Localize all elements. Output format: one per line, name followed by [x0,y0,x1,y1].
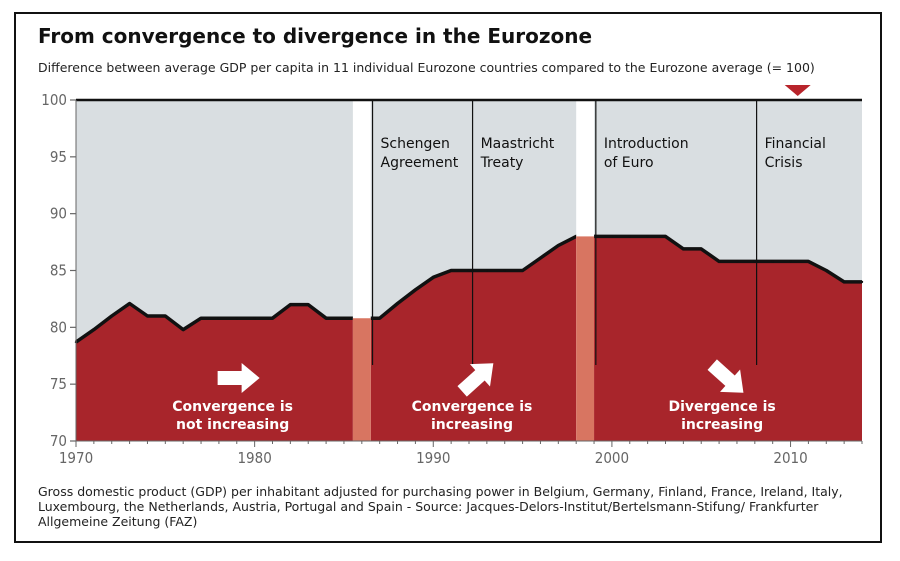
data-point-1979 [235,317,238,320]
data-point-2000 [610,235,614,238]
data-point-1996 [539,256,542,260]
data-point-2002 [646,235,649,238]
event-label-4-2: Crisis [765,155,803,171]
gap-band-1 [352,318,371,441]
data-point-2005 [700,247,703,251]
data-point-2010 [789,260,792,263]
event-label-1-2: Agreement [381,155,459,171]
data-point-1997 [557,244,560,247]
data-point-2006 [717,260,721,263]
phase-labels: Convergence is not increasing Convergence … [172,359,776,433]
y-tick-label-90: 90 [50,205,67,223]
y-tick-label-80: 80 [50,318,67,336]
data-point-2007 [735,260,739,263]
data-point-1987 [378,317,381,320]
event-label-1-1: Schengen [381,136,450,152]
chart-subtitle: Difference between average GDP per capit… [38,60,815,75]
phase-label-3-1: Divergence is [668,399,775,415]
data-point-1983 [307,303,310,306]
x-tick-label-2010: 2010 [773,449,807,467]
data-point-2013 [842,280,846,284]
phase-label-2-1: Convergence is [412,399,533,415]
data-point-2004 [682,247,685,251]
data-point-1971 [92,328,96,331]
data-point-1995 [521,269,524,272]
x-tick-label-1980: 1980 [237,449,271,467]
y-tick-label-100: 100 [41,91,67,109]
gap-band-2 [576,236,595,441]
data-point-1984 [324,317,328,320]
chart-title: From convergence to divergence in the Eu… [38,24,593,48]
data-point-2011 [807,260,810,263]
y-tick-label-95: 95 [50,148,67,166]
data-point-1991 [449,269,453,272]
data-point-1990 [432,276,435,279]
data-point-1992 [467,269,471,272]
marker-triangle [784,85,811,96]
y-tick-label-70: 70 [50,432,67,450]
x-tick-label-1990: 1990 [416,449,450,467]
data-point-1985 [342,317,346,320]
data-point-1980 [253,317,256,320]
phase-arrow-2 [457,363,494,397]
data-point-1989 [414,288,417,291]
data-point-1975 [164,314,167,318]
x-tick-label-1970: 1970 [59,449,93,467]
data-point-1976 [182,328,185,331]
event-label-3-1: Introduction [604,136,689,152]
data-point-1978 [217,317,221,320]
phase-label-3-2: increasing [681,417,763,433]
phase-label-1-2: not increasing [176,417,289,433]
data-point-2008 [753,260,756,263]
event-label-3-2: of Euro [604,155,654,171]
data-point-1994 [503,269,506,272]
chart-footnote: Gross domestic product (GDP) per inhabit… [38,484,843,529]
data-point-2003 [664,235,667,238]
data-point-1988 [396,302,399,305]
data-point-1981 [271,317,274,320]
data-point-1973 [128,302,131,305]
y-tick-label-85: 85 [50,262,67,280]
data-point-2009 [771,260,774,263]
phase-arrow-3 [707,359,744,393]
data-point-2012 [825,269,828,272]
x-tick-label-2000: 2000 [595,449,629,467]
y-tick-label-75: 75 [50,375,67,393]
area-fill [76,236,862,441]
data-point-1993 [485,269,489,272]
data-point-2001 [628,235,631,238]
data-point-1974 [146,314,149,318]
event-label-2-1: Maastricht [481,136,555,152]
area-series [74,234,864,441]
data-point-1977 [199,317,203,320]
phase-arrow-1 [217,363,260,393]
data-point-1972 [110,314,113,318]
phase-label-1-1: Convergence is [172,399,293,415]
data-point-1982 [289,303,292,306]
event-label-4-1: Financial [765,136,826,152]
event-label-2-2: Treaty [480,155,524,171]
event-annotations: Schengen Agreement Maastricht Treaty Introdu… [352,85,826,441]
data-point-2014 [860,280,864,284]
phase-label-2-2: increasing [431,417,513,433]
